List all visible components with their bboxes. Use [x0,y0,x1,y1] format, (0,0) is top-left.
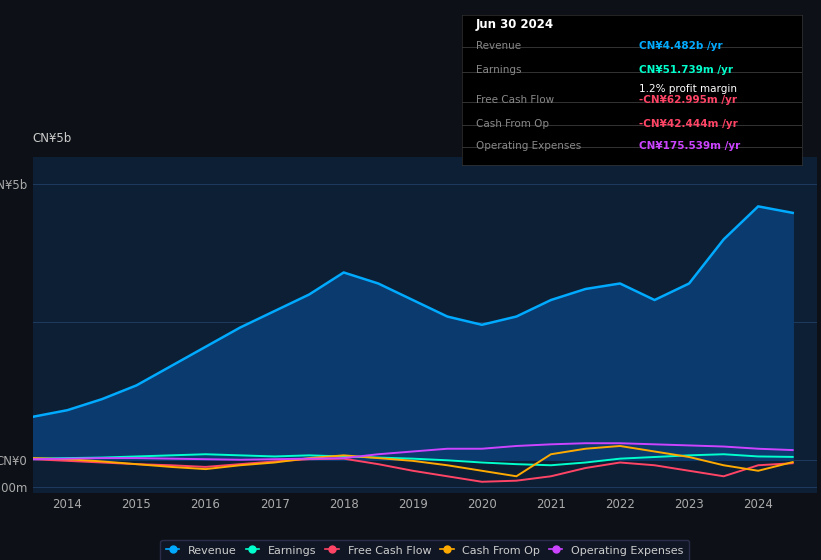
Text: Earnings: Earnings [476,64,521,74]
Text: -CN¥42.444m /yr: -CN¥42.444m /yr [639,119,738,129]
Text: Jun 30 2024: Jun 30 2024 [476,17,554,31]
Text: Revenue: Revenue [476,41,521,50]
Text: CN¥51.739m /yr: CN¥51.739m /yr [639,64,733,74]
Text: CN¥5b: CN¥5b [33,132,72,145]
Text: Free Cash Flow: Free Cash Flow [476,95,554,105]
Text: 1.2% profit margin: 1.2% profit margin [639,84,737,94]
Text: CN¥4.482b /yr: CN¥4.482b /yr [639,41,722,50]
Text: CN¥175.539m /yr: CN¥175.539m /yr [639,141,741,151]
Legend: Revenue, Earnings, Free Cash Flow, Cash From Op, Operating Expenses: Revenue, Earnings, Free Cash Flow, Cash … [160,540,690,560]
Text: -CN¥62.995m /yr: -CN¥62.995m /yr [639,95,737,105]
Text: Operating Expenses: Operating Expenses [476,141,581,151]
Text: Cash From Op: Cash From Op [476,119,548,129]
